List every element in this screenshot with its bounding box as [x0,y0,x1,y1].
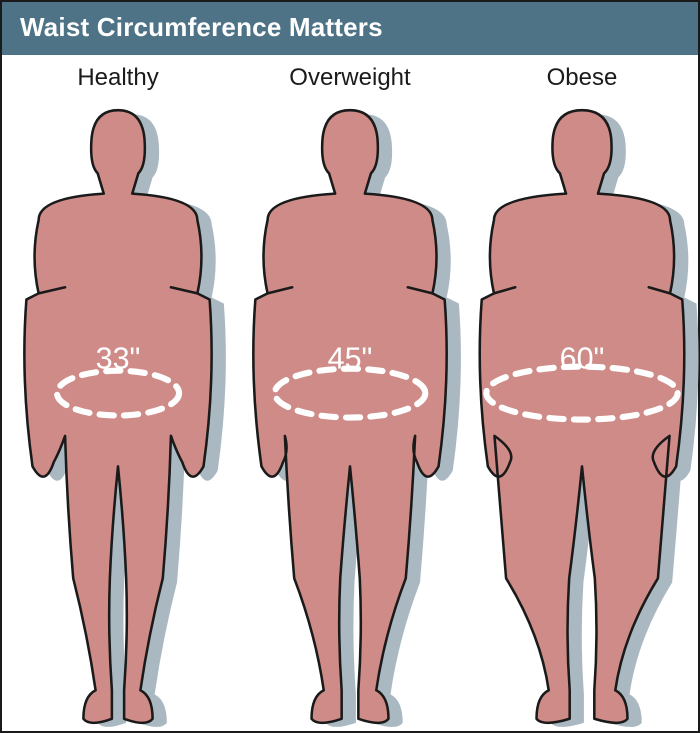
figures-row: Healthy 33" Overweight 45" [2,58,698,731]
figure-label: Overweight [289,64,410,92]
infographic-frame: Waist Circumference Matters Healthy 33" … [0,0,700,733]
silhouette-svg: 60" [460,100,700,731]
header-bar: Waist Circumference Matters [2,2,698,55]
figure-label: Healthy [77,64,158,92]
figure-col-healthy: Healthy 33" [2,58,234,731]
silhouette-svg: 45" [228,100,472,731]
figure-silhouette-obese: 60" [466,100,698,731]
waist-value: 45" [328,342,373,376]
waist-value: 60" [560,342,605,376]
figure-col-obese: Obese 60" [466,58,698,731]
figure-col-overweight: Overweight 45" [234,58,466,731]
figure-silhouette-overweight: 45" [234,100,466,731]
figure-label: Obese [547,64,618,92]
figure-silhouette-healthy: 33" [2,100,234,731]
waist-value: 33" [96,342,141,376]
header-title: Waist Circumference Matters [20,12,383,42]
silhouette-svg: 33" [0,100,240,731]
